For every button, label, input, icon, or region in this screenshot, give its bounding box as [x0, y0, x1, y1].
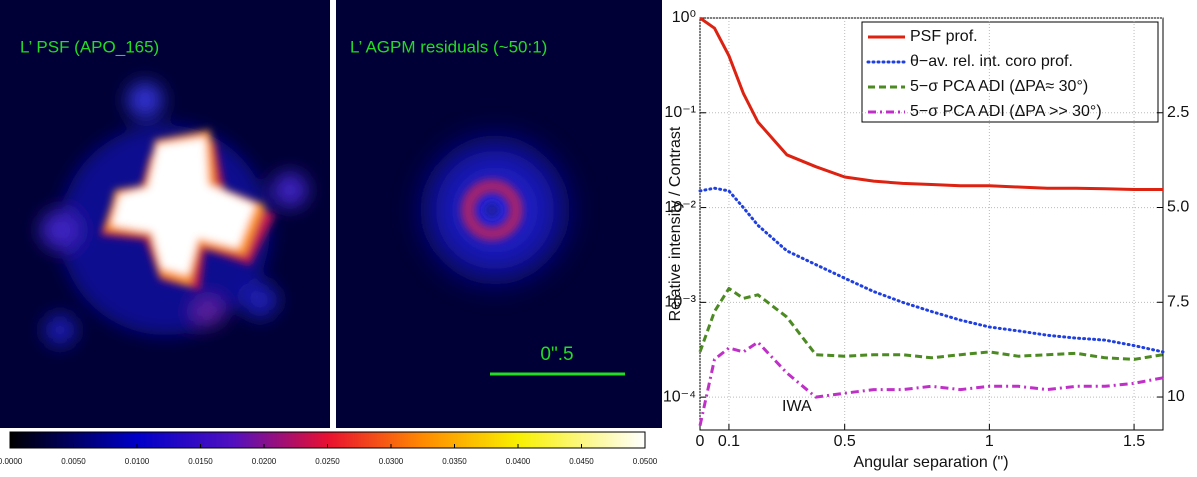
colorbar-tick-label: 0.0500 — [633, 457, 658, 466]
x-tick-label: 1 — [985, 433, 994, 450]
legend-label: 5−σ PCA ADI (ΔPA >> 30°) — [910, 103, 1102, 120]
colorbar-tick-label: 0.0450 — [569, 457, 594, 466]
annotation: IWA — [782, 398, 812, 415]
colorbar-tick-label: 0.0000 — [0, 457, 23, 466]
colorbar-tick-label: 0.0250 — [315, 457, 340, 466]
y-tick-label: 10⁰ — [672, 9, 696, 26]
legend-label: θ−av. rel. int. coro prof. — [910, 53, 1073, 70]
y2-tick-label: 10 — [1167, 388, 1185, 405]
psf-image — [0, 0, 330, 428]
series-line — [699, 16, 1163, 191]
x-tick-label: 0.1 — [718, 433, 740, 450]
x-tick-label: 0 — [696, 433, 705, 450]
colorbar-tick-label: 0.0300 — [379, 457, 404, 466]
colorbar-tick-label: 0.0100 — [125, 457, 150, 466]
colorbar-tick-label: 0.0150 — [188, 457, 213, 466]
x-tick-label: 1.5 — [1123, 433, 1145, 450]
scale-label: 0".5 — [540, 344, 573, 365]
x-tick-label: 0.5 — [834, 433, 856, 450]
image-title: L’ AGPM residuals (~50:1) — [350, 37, 547, 56]
y-tick-label: 10⁻⁴ — [663, 388, 696, 405]
legend-label: 5−σ PCA ADI (ΔPA≈ 30°) — [910, 78, 1088, 95]
colorbar-tick-label: 0.0350 — [442, 457, 467, 466]
colorbar-tick-label: 0.0400 — [506, 457, 531, 466]
colorbar-tick-label: 0.0200 — [252, 457, 277, 466]
residual-image: 0".5 — [336, 0, 662, 428]
y-tick-label: 10⁻² — [664, 199, 696, 216]
y-tick-label: 10⁻³ — [664, 294, 696, 311]
legend — [861, 21, 1159, 123]
x-axis-label: Angular separation (") — [853, 454, 1008, 471]
y2-tick-label: 5.0 — [1167, 199, 1189, 216]
series-line — [698, 186, 1165, 354]
separator — [330, 0, 336, 428]
y2-tick-label: 7.5 — [1167, 293, 1189, 310]
colorbar-tick-label: 0.0050 — [61, 457, 86, 466]
y2-tick-label: 2.5 — [1167, 104, 1189, 121]
y-tick-label: 10⁻¹ — [664, 104, 696, 121]
legend-label: PSF prof. — [910, 28, 978, 45]
image-title: L’ PSF (APO_165) — [20, 37, 159, 56]
y-axis-label: Relative intensity / Contrast — [667, 126, 684, 321]
